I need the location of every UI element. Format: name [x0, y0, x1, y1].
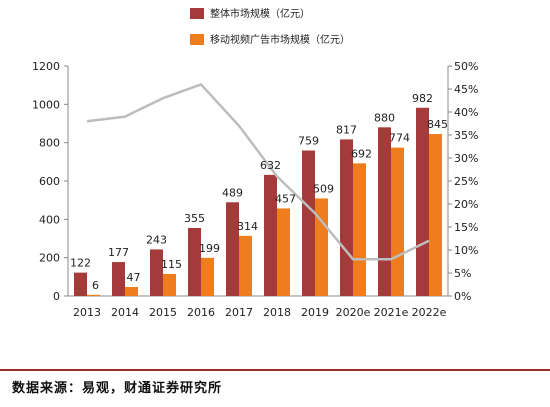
right-tick-label: 15%	[454, 221, 478, 234]
bar-mobile	[277, 208, 290, 296]
right-tick-label: 25%	[454, 175, 478, 188]
data-label-total: 982	[412, 92, 433, 105]
divider	[0, 369, 550, 371]
data-label-mobile: 509	[313, 182, 334, 195]
data-label-total: 489	[222, 186, 243, 199]
right-tick-label: 10%	[454, 244, 478, 257]
left-tick-label: 800	[39, 137, 60, 150]
data-label-mobile: 6	[92, 279, 99, 292]
x-tick-label: 2016	[187, 306, 215, 319]
bars	[74, 107, 442, 297]
bar-mobile	[315, 198, 328, 296]
growth-line	[86, 82, 430, 261]
left-tick-label: 400	[39, 213, 60, 226]
right-tick-label: 5%	[454, 267, 471, 280]
x-tick-label: 2019	[301, 306, 329, 319]
right-tick-label: 20%	[454, 198, 478, 211]
data-label-mobile: 314	[237, 220, 258, 233]
bar-total	[150, 249, 163, 296]
bar-mobile	[163, 273, 176, 296]
x-tick-label: 2013	[73, 306, 101, 319]
axes: 0 200 400 600 800 1000 1200 0% 5% 10% 15% 20% 25% 30%…	[32, 60, 478, 319]
bar-total	[226, 202, 239, 296]
right-tick-label: 50%	[454, 60, 478, 73]
bar-total	[264, 174, 277, 296]
left-tick-label: 200	[39, 252, 60, 265]
bar-mobile	[239, 235, 252, 296]
right-tick-label: 35%	[454, 129, 478, 142]
chart: 0 200 400 600 800 1000 1200 0% 5% 10% 15% 20% 25% 30%…	[32, 7, 478, 319]
legend: 整体市场规模（亿元） 移动视频广告市场规模（亿元）	[190, 7, 350, 46]
legend-label-mobile: 移动视频广告市场规模（亿元）	[210, 33, 350, 46]
left-tick-label: 0	[53, 290, 60, 303]
legend-swatch-total	[190, 8, 204, 19]
bar-total	[74, 272, 87, 296]
right-tick-label: 45%	[454, 83, 478, 96]
data-label-mobile: 845	[427, 118, 448, 131]
bar-total	[416, 107, 429, 297]
x-tick-label: 2017	[225, 306, 253, 319]
bar-total	[112, 262, 125, 296]
data-label-total: 177	[108, 246, 129, 259]
source-note: 数据来源：易观，财通证券研究所	[12, 381, 223, 396]
right-tick-label: 0%	[454, 290, 471, 303]
bar-total	[340, 139, 353, 296]
data-label-total: 355	[184, 212, 205, 225]
data-label-total: 817	[336, 123, 357, 136]
bar-mobile	[429, 134, 442, 296]
legend-label-total: 整体市场规模（亿元）	[210, 7, 310, 20]
left-tick-label: 600	[39, 175, 60, 188]
data-label-total: 243	[146, 233, 167, 246]
bar-total	[378, 127, 391, 296]
left-tick-label: 1000	[32, 98, 60, 111]
bar-mobile	[87, 294, 100, 296]
data-label-mobile: 115	[161, 258, 182, 271]
data-label-total: 880	[374, 111, 395, 124]
data-label-total: 759	[298, 135, 319, 148]
growth-line-path	[86, 82, 430, 261]
x-tick-label: 2018	[263, 306, 291, 319]
bar-total	[302, 150, 315, 296]
data-label-mobile: 199	[199, 242, 220, 255]
x-tick-label: 2021e	[374, 306, 409, 319]
data-label-mobile: 457	[275, 192, 296, 205]
left-tick-label: 1200	[32, 60, 60, 73]
bar-mobile	[125, 286, 138, 296]
x-tick-label: 2015	[149, 306, 177, 319]
bar-mobile	[353, 163, 366, 296]
data-label-mobile: 47	[127, 271, 141, 284]
data-label-mobile: 774	[389, 132, 410, 145]
data-label-total: 122	[70, 257, 91, 270]
x-tick-label: 2022e	[412, 306, 447, 319]
x-tick-label: 2020e	[336, 306, 371, 319]
right-tick-label: 30%	[454, 152, 478, 165]
bar-mobile	[391, 147, 404, 296]
bar-total	[188, 227, 201, 296]
bar-mobile	[201, 257, 214, 296]
x-tick-label: 2014	[111, 306, 139, 319]
legend-swatch-mobile	[190, 34, 204, 45]
data-label-mobile: 692	[351, 147, 372, 160]
right-tick-label: 40%	[454, 106, 478, 119]
data-label-total: 632	[260, 159, 281, 172]
